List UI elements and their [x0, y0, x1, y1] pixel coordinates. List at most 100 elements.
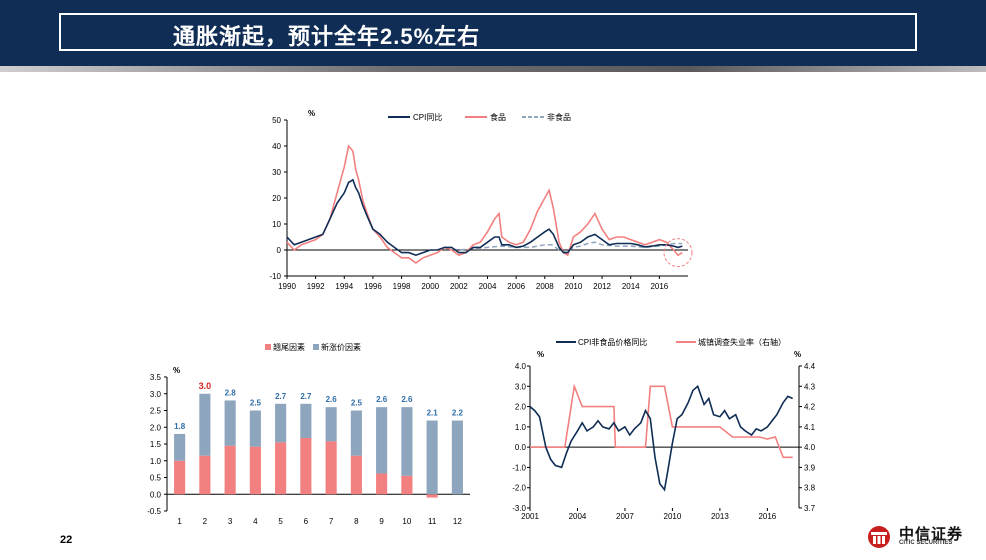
legend-label: 新涨价因素 — [321, 342, 361, 352]
legend-label: 翘尾因素 — [273, 342, 305, 352]
page-title: 通胀渐起，预计全年2.5%左右 — [173, 24, 481, 49]
bar-new — [325, 407, 337, 442]
bar-total-label: 2.5 — [351, 399, 363, 408]
bar-total-label: 2.6 — [376, 395, 388, 404]
bar-base — [199, 455, 211, 495]
bar-new — [300, 403, 312, 438]
x-tick-label: 9 — [379, 517, 384, 526]
legend-label: 食品 — [490, 112, 506, 122]
bar-base — [426, 494, 438, 498]
bar-total-label: 2.6 — [401, 395, 413, 404]
y-tick-label: 1.5 — [150, 440, 162, 449]
left-tick-label: 1.0 — [515, 423, 527, 432]
x-tick-label: 2014 — [622, 282, 640, 291]
y-tick-label: 0.0 — [150, 490, 162, 499]
left-tick-label: -2.0 — [512, 484, 526, 493]
right-tick-label: 4.0 — [804, 443, 816, 452]
x-tick-label: 2000 — [421, 282, 439, 291]
y-tick-label: 40 — [272, 142, 281, 151]
bar-base — [350, 455, 362, 495]
x-tick-label: 1998 — [393, 282, 411, 291]
x-tick-label: 7 — [329, 517, 334, 526]
x-tick-label: 1996 — [364, 282, 382, 291]
right-tick-label: 4.1 — [804, 423, 816, 432]
y-tick-label: 10 — [272, 220, 281, 229]
legend-label: 非食品 — [547, 112, 571, 122]
bar-base — [224, 445, 236, 495]
left-tick-label: 0.0 — [515, 443, 527, 452]
bar-total-label: 2.8 — [225, 388, 237, 397]
bar-new — [199, 393, 211, 456]
bar-base — [275, 442, 287, 495]
y-tick-label: 3.0 — [150, 390, 162, 399]
x-tick-label: 6 — [304, 517, 309, 526]
x-tick-label: 2001 — [521, 512, 539, 521]
bar-base — [174, 460, 186, 495]
highlight-circle — [663, 238, 693, 268]
logo-text: 中信证券 — [899, 526, 964, 543]
left-tick-label: -1.0 — [512, 463, 526, 472]
x-tick-label: 10 — [402, 517, 411, 526]
bar-new — [174, 433, 186, 461]
right-tick-label: 4.3 — [804, 382, 816, 391]
bar-base — [300, 437, 312, 495]
x-tick-label: 1992 — [307, 282, 325, 291]
y-unit-label: % — [308, 109, 315, 118]
legend-label: CPI非食品价格同比 — [578, 337, 647, 347]
header-bar: 通胀渐起，预计全年2.5%左右 — [0, 0, 986, 66]
right-tick-label: 3.9 — [804, 463, 816, 472]
right-tick-label: 4.2 — [804, 403, 816, 412]
bar-new — [426, 420, 438, 495]
x-tick-label: 11 — [428, 517, 437, 526]
bar-new — [224, 400, 236, 446]
bar-total-label: 3.0 — [199, 381, 212, 391]
nonfood-cpi-line — [529, 384, 794, 492]
left-tick-label: 4.0 — [515, 362, 527, 371]
x-tick-label: 2010 — [664, 512, 682, 521]
bar-total-label: 2.5 — [250, 399, 262, 408]
x-tick-label: 2007 — [616, 512, 634, 521]
x-tick-label: 3 — [228, 517, 233, 526]
bar-total-label: 2.7 — [275, 392, 287, 401]
left-tick-label: 3.0 — [515, 382, 527, 391]
bar-total-label: 2.2 — [452, 409, 464, 418]
y-tick-label: 2.0 — [150, 423, 162, 432]
x-tick-label: 1 — [177, 517, 182, 526]
right-tick-label: 4.4 — [804, 362, 816, 371]
y-tick-label: 0.5 — [150, 474, 162, 483]
citic-logo-icon — [868, 526, 890, 548]
right-tick-label: 3.7 — [804, 504, 816, 513]
y-tick-label: 0 — [277, 246, 282, 255]
bar-new — [376, 407, 388, 474]
legend-label: CPI同比 — [413, 112, 442, 122]
bar-new — [451, 420, 463, 495]
bar-base — [249, 446, 261, 495]
left-tick-label: 2.0 — [515, 403, 527, 412]
y-tick-label: 1.0 — [150, 457, 162, 466]
bar-total-label: 2.7 — [300, 392, 312, 401]
cpi-decomposition-chart: 3.5 3.0 2.5 2.0 1.5 1.0 0.5 0.0 -0.5% 1 1.8 2 3.0 3 2.… — [147, 342, 470, 526]
x-tick-label: 2002 — [450, 282, 468, 291]
bar-new — [249, 410, 261, 447]
page-number: 22 — [60, 534, 73, 546]
y-tick-label: 3.5 — [150, 373, 162, 382]
y-tick-label: 30 — [272, 168, 281, 177]
bar-total-label: 1.8 — [174, 422, 186, 431]
x-tick-label: 2006 — [507, 282, 525, 291]
x-tick-label: 1990 — [278, 282, 296, 291]
y-tick-label: -0.5 — [147, 507, 161, 516]
legend-swatch — [265, 344, 271, 350]
x-tick-label: 4 — [253, 517, 258, 526]
x-tick-label: 2 — [203, 517, 208, 526]
x-tick-label: 12 — [453, 517, 462, 526]
x-tick-label: 2016 — [650, 282, 668, 291]
series-line-0 — [286, 178, 683, 257]
y-tick-label: 20 — [272, 194, 281, 203]
x-tick-label: 2004 — [569, 512, 587, 521]
x-tick-label: 1994 — [335, 282, 353, 291]
logo-subtext: CITIC SECURITIES — [899, 540, 953, 546]
legend-swatch — [313, 344, 319, 350]
x-tick-label: 2016 — [758, 512, 776, 521]
header-divider — [0, 66, 986, 72]
